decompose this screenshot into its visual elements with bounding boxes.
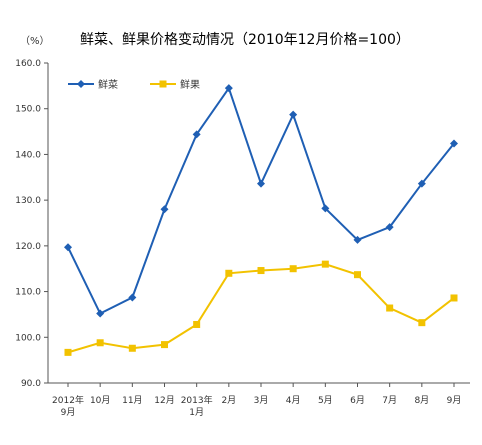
data-point xyxy=(225,269,233,277)
data-point xyxy=(385,223,394,232)
x-tick-label: 2013年 xyxy=(181,394,213,406)
data-point xyxy=(417,179,426,188)
data-point xyxy=(64,243,72,252)
chart-title: 鲜菜、鲜果价格变动情况（2010年12月价格=100） xyxy=(80,32,410,48)
y-tick-label: 150.0 xyxy=(15,105,41,115)
data-point xyxy=(192,130,201,139)
x-tick-label: 8月 xyxy=(414,395,429,406)
legend-item: 鲜菜 xyxy=(68,78,118,91)
data-point xyxy=(450,294,458,302)
x-tick-label: 9月 xyxy=(447,395,462,406)
x-tick-label: 7月 xyxy=(382,395,397,406)
legend-label: 鲜菜 xyxy=(98,78,118,91)
data-point xyxy=(418,319,426,327)
data-point xyxy=(128,344,136,352)
data-point xyxy=(96,309,105,318)
y-axis-ticks: 90.0 100.0 110.0 120.0 130.0 140.0 150.0 160.0 xyxy=(15,59,48,389)
data-point xyxy=(257,267,265,275)
x-tick-label: 11月 xyxy=(122,395,142,406)
legend: 鲜菜 鲜果 xyxy=(68,78,200,91)
series-line xyxy=(67,263,455,354)
y-tick-label: 90.0 xyxy=(21,379,41,389)
data-point xyxy=(161,341,168,349)
y-tick-label: 160.0 xyxy=(15,59,41,69)
series-2 xyxy=(64,260,458,356)
data-point xyxy=(289,265,297,273)
y-unit-label: （%） xyxy=(20,35,50,47)
x-tick-label: 2012年 xyxy=(52,394,84,406)
data-point xyxy=(450,139,458,148)
data-point xyxy=(354,271,361,279)
x-tick-label: 5月 xyxy=(318,395,333,406)
x-tick-label: 10月 xyxy=(90,395,110,406)
x-tick-label: 12月 xyxy=(154,395,174,406)
data-point xyxy=(160,205,169,214)
y-tick-label: 130.0 xyxy=(15,196,41,206)
y-tick-label: 110.0 xyxy=(15,288,41,298)
series-line xyxy=(67,85,455,315)
data-point xyxy=(96,339,104,347)
x-tick-label: 2月 xyxy=(221,395,236,406)
data-point xyxy=(257,179,265,188)
data-point xyxy=(321,204,330,213)
series-1 xyxy=(64,84,458,318)
x-tick-label: 9月 xyxy=(61,407,76,418)
data-point xyxy=(386,304,394,312)
series-layer xyxy=(64,84,458,356)
x-tick-label: 6月 xyxy=(350,395,365,406)
y-tick-label: 120.0 xyxy=(15,242,41,252)
data-point xyxy=(64,348,72,356)
legend-marker xyxy=(77,80,85,88)
data-point xyxy=(353,235,362,244)
x-tick-label: 4月 xyxy=(286,395,301,406)
legend-marker xyxy=(159,80,167,88)
data-point xyxy=(321,260,329,268)
x-tick-label: 3月 xyxy=(254,395,269,406)
data-point xyxy=(224,84,233,93)
data-point xyxy=(128,293,137,302)
axes xyxy=(47,63,470,384)
legend-label: 鲜果 xyxy=(180,78,200,91)
data-point xyxy=(289,110,298,119)
y-tick-label: 140.0 xyxy=(15,150,41,160)
y-tick-label: 100.0 xyxy=(15,333,41,343)
data-point xyxy=(193,320,201,328)
x-tick-label: 1月 xyxy=(189,407,204,418)
legend-item: 鲜果 xyxy=(150,78,200,91)
